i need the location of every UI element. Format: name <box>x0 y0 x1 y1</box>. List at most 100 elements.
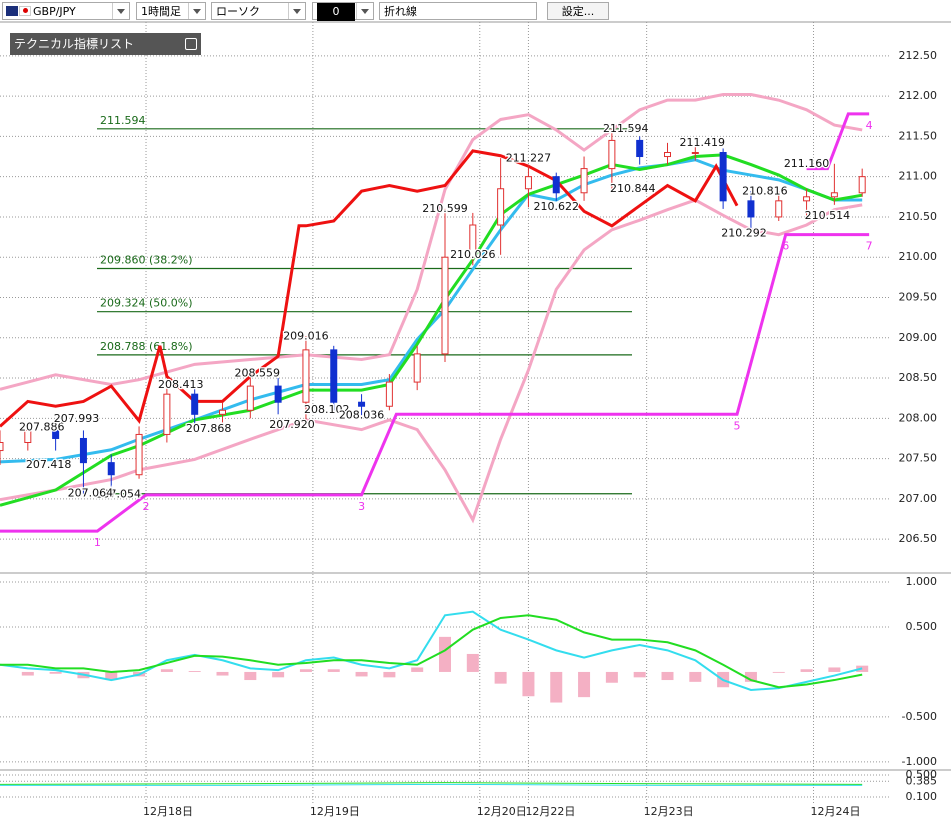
candle-body <box>441 256 449 355</box>
flag-jp <box>19 6 31 16</box>
series-line <box>0 614 863 689</box>
candle-body <box>385 381 393 407</box>
histogram-bar <box>299 669 312 672</box>
price-annotation: 208.559 <box>235 366 281 379</box>
candle-body <box>580 168 588 194</box>
price-annotation: 208.036 <box>339 408 385 421</box>
candle-body <box>497 188 505 226</box>
y-tick-label: 208.50 <box>899 371 938 384</box>
candle-body <box>469 224 477 258</box>
price-annotation: 208.413 <box>158 378 204 391</box>
histogram-bar <box>772 671 785 673</box>
histogram-bar <box>633 671 646 678</box>
series-line <box>0 149 739 428</box>
timeframe-select[interactable]: 1時間足 <box>136 2 206 20</box>
price-annotation: 210.514 <box>805 209 851 222</box>
price-annotation: 210.599 <box>422 202 468 215</box>
y-tick-label: 1.000 <box>906 575 938 588</box>
style-select[interactable]: ローソク <box>211 2 306 20</box>
y-tick-label: 209.00 <box>899 331 938 344</box>
candle-body <box>775 200 783 218</box>
flag-uk <box>6 6 18 16</box>
x-tick-label: 12月20日 <box>477 805 527 818</box>
y-tick-label: 212.00 <box>899 89 938 102</box>
histogram-bar <box>216 671 229 676</box>
y-tick-label: 210.50 <box>899 210 938 223</box>
symbol-select[interactable]: GBP/JPY <box>2 2 130 20</box>
candle-body <box>52 429 60 439</box>
candle-body <box>664 152 671 158</box>
point-label: 1 <box>94 536 101 549</box>
price-annotation: 211.160 <box>784 157 830 170</box>
histogram-bar <box>327 669 340 672</box>
fib-label: 208.788 (61.8%) <box>100 340 193 353</box>
y-tick-label: 207.00 <box>899 492 938 505</box>
candle-body <box>552 176 560 194</box>
price-annotation: 210.622 <box>534 200 580 213</box>
x-tick-label: 12月19日 <box>310 805 360 818</box>
histogram-bar <box>744 671 757 682</box>
line-type-input[interactable]: 折れ線 <box>379 2 537 20</box>
price-annotation: 210.026 <box>450 248 496 261</box>
point-label: 7 <box>866 240 873 253</box>
histogram-bar <box>550 671 563 703</box>
series-line <box>0 198 863 524</box>
x-tick-label: 12月24日 <box>811 805 861 818</box>
histogram-bar <box>494 671 507 684</box>
y-tick-label: 210.00 <box>899 250 938 263</box>
candle-body <box>719 152 727 202</box>
candle-body <box>608 139 616 170</box>
histogram-bar <box>355 671 368 677</box>
histogram-bar <box>689 671 702 682</box>
point-label: 3 <box>358 500 365 513</box>
line-type: 折れ線 <box>384 5 417 18</box>
price-annotation: 210.816 <box>742 184 788 197</box>
chart-style: ローソク <box>216 5 260 18</box>
y-tick-label: 0.385 <box>906 774 938 787</box>
series-line <box>0 93 863 391</box>
price-annotation: 207.064 <box>68 487 114 500</box>
histogram-bar <box>439 636 451 672</box>
candle-body <box>747 200 755 218</box>
y-tick-label: -1.000 <box>902 755 937 768</box>
histogram-bar <box>661 671 674 681</box>
price-annotation: 209.016 <box>283 329 329 342</box>
candle-body <box>358 401 366 407</box>
y-tick-label: 212.50 <box>899 49 938 62</box>
price-annotation: 208.102 <box>304 403 350 416</box>
histogram-bar <box>800 669 813 672</box>
fib-label: 209.324 (50.0%) <box>100 297 193 310</box>
candle-body <box>330 349 338 403</box>
histogram-bar <box>605 671 618 683</box>
histogram-bar <box>49 671 62 674</box>
price-annotation: 211.227 <box>506 151 552 164</box>
price-annotation: 210.844 <box>610 182 656 195</box>
fib-label: 211.594 <box>100 114 146 127</box>
candle-body <box>191 393 199 415</box>
fib-label: 209.860 (38.2%) <box>100 254 193 267</box>
price-annotation: 207.920 <box>269 418 315 431</box>
symbol: GBP/JPY <box>33 5 76 18</box>
histogram-bar <box>21 671 34 676</box>
histogram-bar <box>828 667 841 672</box>
indicator-panel[interactable]: テクニカル指標リスト <box>10 33 201 55</box>
count-select[interactable]: 0 <box>312 2 374 21</box>
price-annotation: 211.594 <box>603 122 649 135</box>
timeframe: 1時間足 <box>141 5 181 18</box>
histogram-bar <box>160 669 173 672</box>
price-annotation: 211.419 <box>680 136 726 149</box>
price-annotation: 210.292 <box>721 227 767 240</box>
candle-body <box>107 462 115 476</box>
series-line <box>0 153 863 507</box>
candle-body <box>302 349 310 403</box>
x-tick-label: 12月18日 <box>143 805 193 818</box>
point-label: 6 <box>782 240 789 253</box>
candle-body <box>524 176 532 190</box>
settings-button[interactable]: 設定... <box>547 2 609 20</box>
price-annotation: 207.993 <box>54 412 100 425</box>
candle-body <box>0 442 4 452</box>
count: 0 <box>317 3 355 21</box>
y-tick-label: 0.500 <box>906 768 938 781</box>
candle-body <box>135 433 143 476</box>
